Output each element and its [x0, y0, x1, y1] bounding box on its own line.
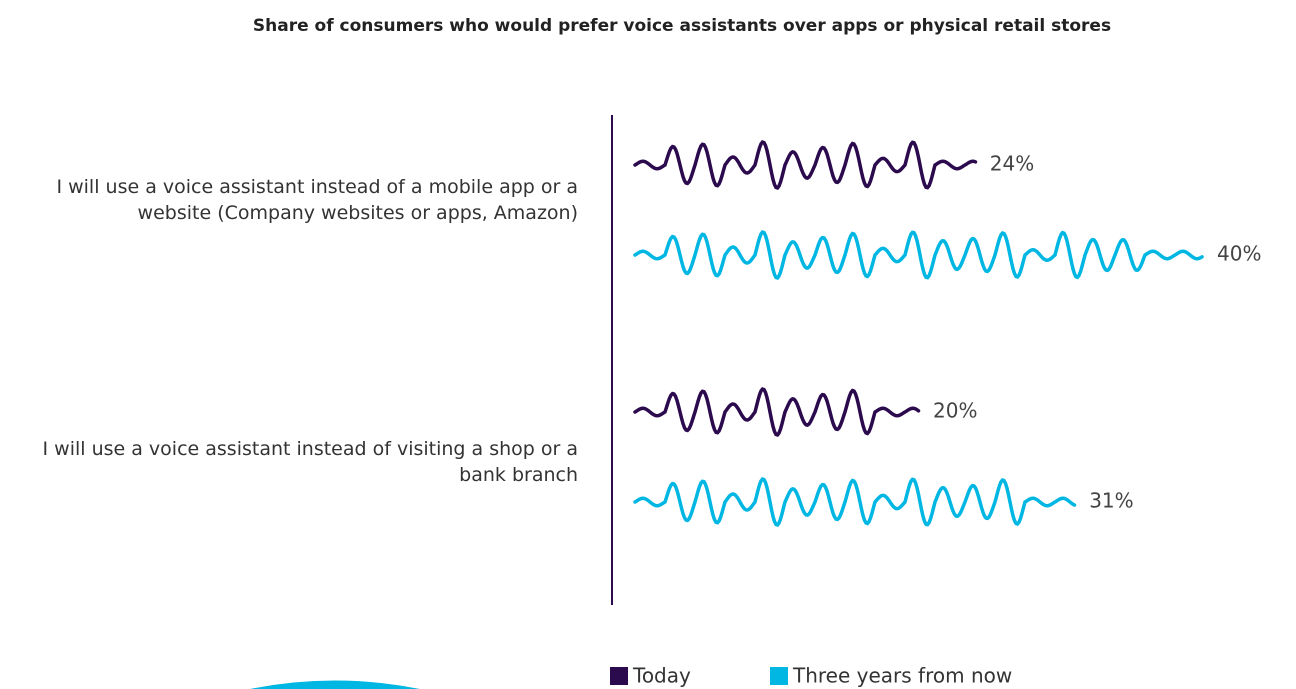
- wave-bar: [633, 387, 921, 437]
- wave-bar: [633, 230, 1204, 280]
- value-label: 31%: [1089, 489, 1133, 513]
- category-label: I will use a voice assistant instead of …: [56, 176, 578, 224]
- category-label: I will use a voice assistant instead of …: [42, 438, 578, 486]
- value-label: 24%: [990, 152, 1034, 176]
- legend-label: Three years from now: [792, 664, 1012, 688]
- value-label: 40%: [1217, 242, 1261, 266]
- legend-swatch: [770, 667, 788, 685]
- chart-title: Share of consumers who would prefer voic…: [253, 16, 1111, 36]
- wave-bar: [633, 140, 978, 190]
- legend-label: Today: [632, 664, 691, 688]
- value-label: 20%: [933, 399, 977, 423]
- legend-swatch: [610, 667, 628, 685]
- decoration: [250, 680, 420, 689]
- wave-bar: [633, 477, 1077, 527]
